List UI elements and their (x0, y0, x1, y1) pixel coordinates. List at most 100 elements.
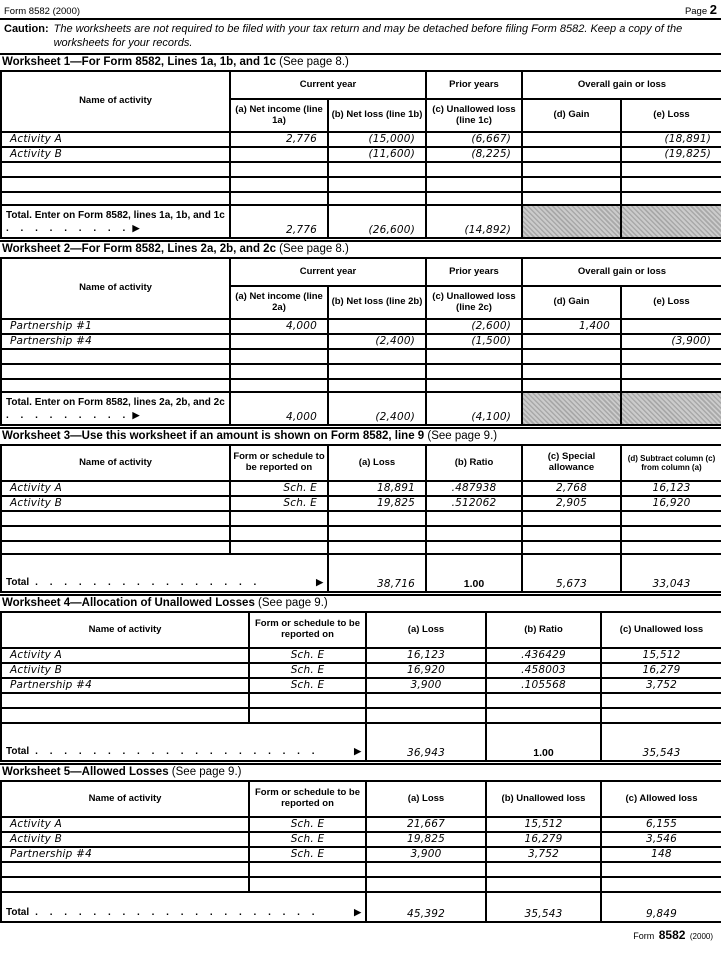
shaded-cell (521, 204, 622, 239)
cell-loss: 21,667 (365, 816, 487, 833)
form-footer: Form 8582 (2000) (0, 923, 721, 944)
empty-cell (229, 176, 329, 193)
cell-loss: 3,900 (365, 846, 487, 863)
total-ratio: 1.00 (425, 553, 523, 593)
empty-cell (620, 540, 721, 555)
empty-cell (619, 363, 721, 380)
empty-cell (327, 176, 427, 193)
cell-loss: 19,825 (365, 831, 487, 848)
activity-name: Activity A (0, 131, 231, 148)
arrow-right-icon: ▶ (132, 410, 140, 420)
worksheet-4-see-ref: (See page 9.) (258, 597, 328, 609)
empty-cell (327, 378, 427, 393)
dot-leader: . . . . . . . . . . . . . . . . (35, 577, 261, 588)
cell-ratio: .436429 (485, 647, 602, 664)
activity-name: Partnership #4 (0, 846, 250, 863)
col-header-name: Name of activity (0, 780, 250, 818)
empty-row (0, 348, 721, 365)
empty-row (0, 876, 721, 893)
page-indicator: Page 2 (685, 2, 717, 17)
total-loss: 45,392 (365, 891, 487, 923)
total-net-loss: (26,600) (327, 204, 427, 239)
worksheet-5-title: Worksheet 5—Allowed Losses (See page 9.) (0, 763, 721, 780)
worksheet-5-see-ref: (See page 9.) (171, 766, 242, 778)
footer-form-year: (2000) (689, 932, 713, 941)
worksheet-3-title: Worksheet 3—Use this worksheet if an amo… (0, 427, 721, 444)
group-header-prior-years: Prior years (425, 70, 523, 100)
empty-cell (521, 525, 622, 542)
total-net-income: 2,776 (229, 204, 329, 239)
total-unallowed-loss: 35,543 (485, 891, 602, 923)
empty-row (0, 161, 721, 178)
empty-cell (521, 348, 622, 365)
worksheet-4-title-text: Worksheet 4—Allocation of Unallowed Loss… (2, 597, 255, 609)
empty-cell (229, 363, 329, 380)
total-label-text: Total. Enter on Form 8582, lines 2a, 2b,… (6, 397, 225, 408)
cell-loss: 3,900 (365, 677, 487, 694)
empty-cell (229, 378, 329, 393)
col-header-loss: (e) Loss (619, 98, 721, 133)
cell-gain (521, 131, 622, 148)
total-loss: 38,716 (327, 553, 427, 593)
total-net-income: 4,000 (229, 391, 329, 426)
col-header-special-allowance: (c) Special allowance (521, 444, 622, 482)
empty-cell (248, 692, 367, 709)
worksheet-1-table: Name of activity Current year Prior year… (0, 70, 721, 239)
col-header-unallowed-loss: (c) Unallowed loss (600, 611, 721, 649)
worksheet-5-table: Name of activity Form or schedule to be … (0, 780, 721, 923)
empty-cell (0, 861, 250, 878)
worksheet-2-see-ref: (See page 8.) (279, 243, 349, 255)
column-header-row: Name of activity Form or schedule to be … (0, 611, 721, 649)
empty-cell (425, 191, 523, 206)
empty-cell (0, 692, 250, 709)
empty-row (0, 378, 721, 393)
dot-leader: . . . . . . . . . (6, 223, 130, 234)
empty-cell (425, 540, 523, 555)
table-row: Activity B (11,600) (8,225) (19,825) (0, 146, 721, 163)
empty-cell (327, 363, 427, 380)
empty-cell (0, 363, 231, 380)
cell-loss: (3,900) (619, 333, 721, 350)
cell-form-schedule: Sch. E (248, 677, 367, 694)
footer-form-word: Form (633, 931, 655, 941)
empty-cell (521, 161, 622, 178)
col-header-name: Name of activity (0, 611, 250, 649)
total-row: Total . . . . . . . . . . . . . . . . . … (0, 891, 721, 923)
empty-cell (600, 876, 721, 893)
total-label-text: Total (6, 577, 30, 588)
cell-unallowed-loss: (2,600) (425, 318, 523, 335)
col-header-unallowed-loss: (b) Unallowed loss (485, 780, 602, 818)
empty-cell (365, 876, 487, 893)
cell-unallowed-loss: 16,279 (485, 831, 602, 848)
group-header-current-year: Current year (229, 70, 427, 100)
total-label: Total . . . . . . . . . . . . . . . . . … (0, 722, 367, 762)
empty-row (0, 176, 721, 193)
empty-cell (425, 363, 523, 380)
worksheet-2-table: Name of activity Current year Prior year… (0, 257, 721, 426)
empty-cell (619, 191, 721, 206)
empty-row (0, 707, 721, 724)
empty-cell (229, 161, 329, 178)
cell-subtract: 16,123 (620, 480, 721, 497)
cell-loss: 16,123 (365, 647, 487, 664)
table-row: Activity B Sch. E 19,825 .512062 2,905 1… (0, 495, 721, 512)
col-header-form-schedule: Form or schedule to be reported on (248, 780, 367, 818)
table-row: Partnership #4 (2,400) (1,500) (3,900) (0, 333, 721, 350)
activity-name: Partnership #1 (0, 318, 231, 335)
total-allowed-loss: 9,849 (600, 891, 721, 923)
group-header-overall-gain-loss: Overall gain or loss (520, 257, 721, 287)
total-row: Total . . . . . . . . . . . . . . . . . … (0, 722, 721, 762)
worksheet-3-table: Name of activity Form or schedule to be … (0, 444, 721, 593)
worksheet-1-title-text: Worksheet 1—For Form 8582, Lines 1a, 1b,… (2, 56, 276, 68)
cell-form-schedule: Sch. E (248, 662, 367, 679)
group-header-overall-gain-loss: Overall gain or loss (520, 70, 721, 100)
worksheet-1-see-ref: (See page 8.) (279, 56, 349, 68)
table-row: Activity B Sch. E 16,920 .458003 16,279 (0, 662, 721, 679)
column-header-row: (a) Net income (line 1a) (b) Net loss (l… (1, 98, 721, 133)
page-label: Page (684, 6, 708, 17)
cell-ratio: .458003 (485, 662, 602, 679)
col-header-net-loss: (b) Net loss (line 1b) (327, 98, 427, 133)
empty-cell (521, 363, 622, 380)
empty-row (0, 510, 721, 527)
